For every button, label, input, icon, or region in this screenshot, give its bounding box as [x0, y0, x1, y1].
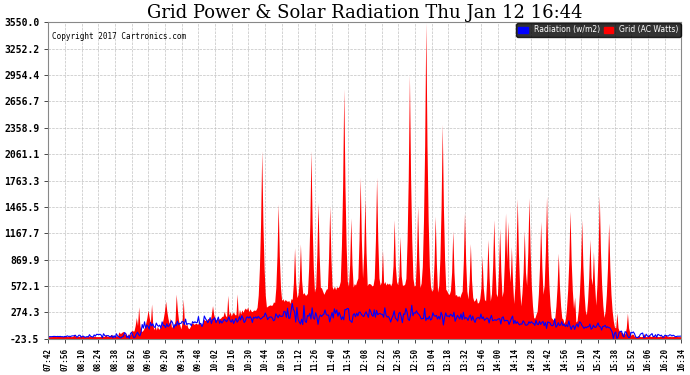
Text: Copyright 2017 Cartronics.com: Copyright 2017 Cartronics.com: [52, 32, 186, 41]
Legend: Radiation (w/m2), Grid (AC Watts): Radiation (w/m2), Grid (AC Watts): [516, 23, 680, 37]
Title: Grid Power & Solar Radiation Thu Jan 12 16:44: Grid Power & Solar Radiation Thu Jan 12 …: [147, 4, 582, 22]
